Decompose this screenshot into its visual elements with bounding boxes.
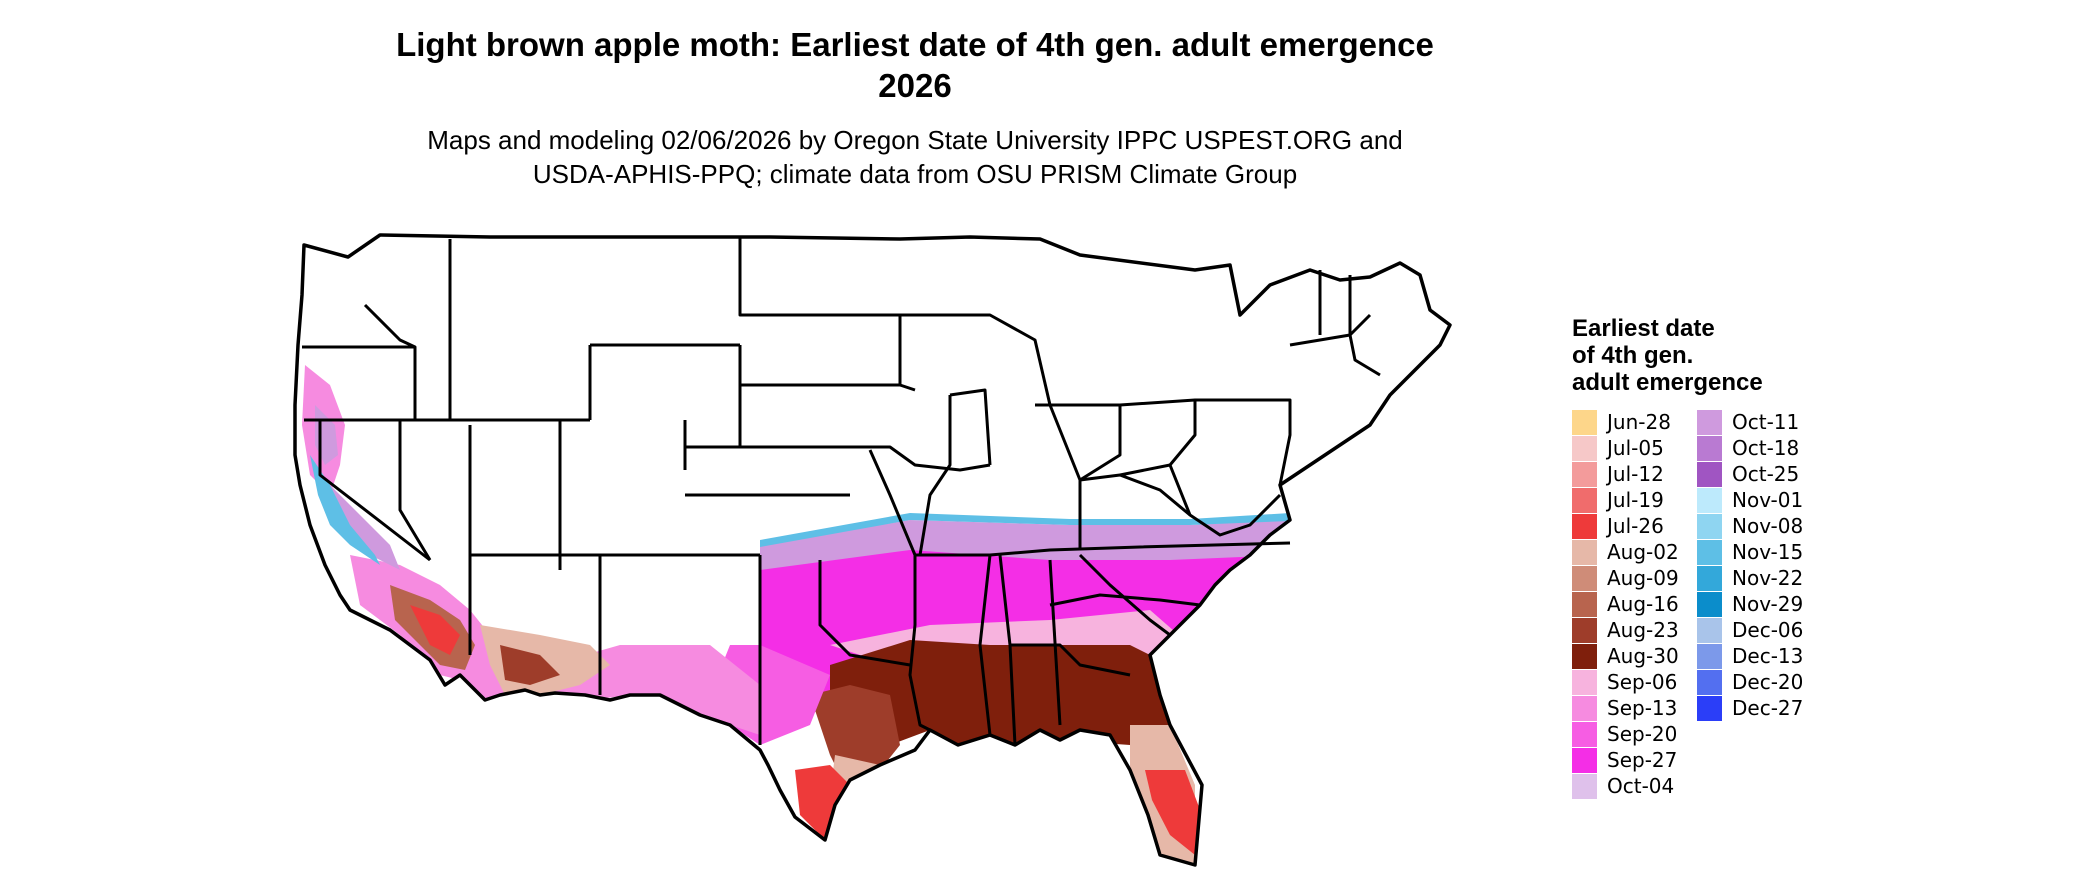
- legend-label: Nov-08: [1732, 514, 1804, 538]
- legend-item: Aug-30: [1572, 643, 1679, 669]
- legend-label: Oct-18: [1732, 436, 1800, 460]
- legend-item: Aug-23: [1572, 617, 1679, 643]
- legend-label: Jun-28: [1607, 410, 1671, 434]
- legend-item: Oct-04: [1572, 773, 1679, 799]
- legend-item: Jul-19: [1572, 487, 1679, 513]
- map-title: Light brown apple moth: Earliest date of…: [0, 24, 1830, 106]
- legend-label: Sep-27: [1607, 748, 1678, 772]
- us-map: [293, 233, 1452, 867]
- legend-label: Oct-11: [1732, 410, 1800, 434]
- legend-swatch: [1697, 643, 1722, 669]
- legend-item: Sep-06: [1572, 669, 1679, 695]
- legend-item: Aug-02: [1572, 539, 1679, 565]
- legend-swatch: [1697, 435, 1722, 461]
- legend-swatch: [1572, 773, 1597, 799]
- legend-swatch: [1572, 487, 1597, 513]
- title-line-1: Light brown apple moth: Earliest date of…: [396, 26, 1434, 63]
- legend-item: Sep-13: [1572, 695, 1679, 721]
- legend-swatch: [1572, 409, 1597, 435]
- legend-column-2: Oct-11 Oct-18 Oct-25 Nov-01 Nov-08 Nov-15 Nov-…: [1697, 409, 1803, 721]
- title-line-2: 2026: [878, 67, 952, 104]
- legend-item: Dec-20: [1697, 669, 1803, 695]
- legend-swatch: [1697, 409, 1722, 435]
- legend-item: Jul-12: [1572, 461, 1679, 487]
- legend-item: Aug-09: [1572, 565, 1679, 591]
- state-borders: [302, 237, 1381, 746]
- legend-swatch: [1697, 539, 1722, 565]
- legend-title-line-3: adult emergence: [1572, 369, 1763, 396]
- legend-item: Dec-13: [1697, 643, 1803, 669]
- legend-label: Jul-19: [1607, 488, 1664, 512]
- legend-swatch: [1572, 513, 1597, 539]
- legend-item: Aug-16: [1572, 591, 1679, 617]
- legend-label: Jul-05: [1607, 436, 1664, 460]
- legend-item: Dec-06: [1697, 617, 1803, 643]
- legend-column-1: Jun-28 Jul-05 Jul-12 Jul-19 Jul-26 Aug-02 Aug-…: [1572, 409, 1679, 799]
- legend-label: Nov-29: [1732, 592, 1804, 616]
- emergence-fill: [302, 365, 1290, 865]
- legend-swatch: [1572, 721, 1597, 747]
- legend-label: Sep-13: [1607, 696, 1678, 720]
- legend-label: Jul-26: [1607, 514, 1664, 538]
- legend-swatch: [1572, 435, 1597, 461]
- legend-swatch: [1572, 591, 1597, 617]
- legend-swatch: [1572, 461, 1597, 487]
- legend-title: Earliest date of 4th gen. adult emergenc…: [1572, 315, 1763, 396]
- legend-label: Dec-13: [1732, 644, 1804, 668]
- legend-swatch: [1572, 539, 1597, 565]
- legend-title-line-2: of 4th gen.: [1572, 342, 1694, 369]
- legend-swatch: [1697, 695, 1722, 721]
- legend-label: Jul-12: [1607, 462, 1664, 486]
- legend-item: Jun-28: [1572, 409, 1679, 435]
- legend-swatch: [1697, 461, 1722, 487]
- legend-label: Nov-15: [1732, 540, 1804, 564]
- legend-swatch: [1697, 591, 1722, 617]
- legend-swatch: [1697, 669, 1722, 695]
- legend-item: Nov-29: [1697, 591, 1803, 617]
- legend-item: Oct-11: [1697, 409, 1803, 435]
- legend-swatch: [1697, 565, 1722, 591]
- legend-item: Dec-27: [1697, 695, 1803, 721]
- legend-swatch: [1572, 643, 1597, 669]
- legend-swatch: [1697, 513, 1722, 539]
- legend-item: Sep-20: [1572, 721, 1679, 747]
- legend-label: Aug-23: [1607, 618, 1679, 642]
- legend-item: Oct-18: [1697, 435, 1803, 461]
- legend-label: Dec-27: [1732, 696, 1804, 720]
- legend-swatch: [1572, 747, 1597, 773]
- legend-label: Oct-04: [1607, 774, 1675, 798]
- legend-label: Nov-01: [1732, 488, 1804, 512]
- legend-swatch: [1572, 669, 1597, 695]
- legend-item: Nov-15: [1697, 539, 1803, 565]
- legend-label: Nov-22: [1732, 566, 1804, 590]
- legend-label: Sep-20: [1607, 722, 1678, 746]
- legend-item: Sep-27: [1572, 747, 1679, 773]
- legend-label: Aug-30: [1607, 644, 1679, 668]
- legend-item: Nov-22: [1697, 565, 1803, 591]
- legend-item: Oct-25: [1697, 461, 1803, 487]
- subtitle-line-2: USDA-APHIS-PPQ; climate data from OSU PR…: [532, 159, 1298, 189]
- legend-swatch: [1572, 565, 1597, 591]
- legend-swatch: [1697, 487, 1722, 513]
- legend-label: Dec-20: [1732, 670, 1804, 694]
- subtitle-line-1: Maps and modeling 02/06/2026 by Oregon S…: [427, 125, 1403, 155]
- legend-label: Aug-09: [1607, 566, 1679, 590]
- legend-swatch: [1697, 617, 1722, 643]
- legend-item: Nov-01: [1697, 487, 1803, 513]
- legend-swatch: [1572, 617, 1597, 643]
- legend-item: Jul-05: [1572, 435, 1679, 461]
- legend-label: Oct-25: [1732, 462, 1800, 486]
- legend-item: Nov-08: [1697, 513, 1803, 539]
- legend-swatch: [1572, 695, 1597, 721]
- map-subtitle: Maps and modeling 02/06/2026 by Oregon S…: [0, 123, 1830, 191]
- legend-label: Aug-16: [1607, 592, 1679, 616]
- legend-item: Jul-26: [1572, 513, 1679, 539]
- legend-label: Dec-06: [1732, 618, 1804, 642]
- us-outline: [293, 233, 1452, 867]
- legend-label: Sep-06: [1607, 670, 1678, 694]
- legend-title-line-1: Earliest date: [1572, 315, 1715, 342]
- legend-label: Aug-02: [1607, 540, 1679, 564]
